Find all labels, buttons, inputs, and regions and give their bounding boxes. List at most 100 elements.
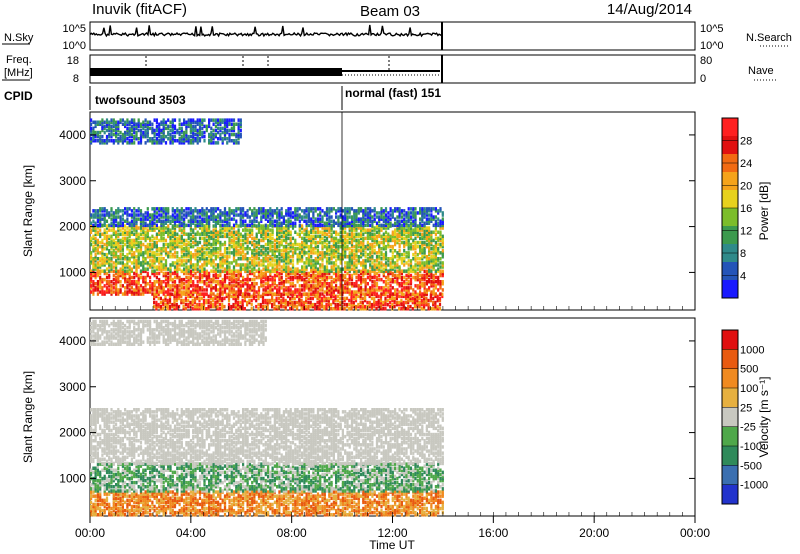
data-cell xyxy=(278,267,281,271)
data-cell xyxy=(173,226,177,230)
data-cell xyxy=(298,302,301,307)
data-cell xyxy=(235,232,238,236)
data-cell xyxy=(253,207,256,211)
data-cell xyxy=(323,234,326,239)
data-cell xyxy=(298,219,301,223)
data-cell xyxy=(373,296,376,301)
data-cell xyxy=(255,232,258,236)
data-cell xyxy=(208,236,211,241)
data-cell xyxy=(228,251,231,255)
data-cell xyxy=(212,215,215,219)
data-cell xyxy=(276,273,279,278)
data-cell xyxy=(389,221,392,225)
data-cell xyxy=(110,252,113,257)
data-cell xyxy=(115,259,118,263)
data-cell xyxy=(394,290,397,294)
data-cell xyxy=(353,236,356,241)
data-cell xyxy=(194,288,197,292)
data-cell xyxy=(178,219,181,223)
data-cell xyxy=(355,219,358,223)
data-cell xyxy=(173,300,176,305)
data-cell xyxy=(94,221,97,225)
data-cell xyxy=(360,240,363,245)
data-cell xyxy=(289,247,292,251)
data-cell xyxy=(264,209,267,213)
data-cell xyxy=(396,275,399,280)
data-cell xyxy=(192,228,195,232)
data-cell xyxy=(219,244,222,249)
data-cell xyxy=(210,213,213,217)
data-cell xyxy=(219,261,222,265)
data-cell xyxy=(314,275,317,280)
data-cell xyxy=(216,304,219,309)
data-cell xyxy=(394,292,397,296)
beam-title: Beam 03 xyxy=(360,3,420,20)
data-cell xyxy=(439,280,442,284)
data-cell xyxy=(441,265,444,269)
data-cell xyxy=(289,230,292,234)
data-cell xyxy=(320,300,324,305)
data-cell xyxy=(260,282,263,286)
data-cell xyxy=(264,213,267,217)
data-cell xyxy=(398,265,401,269)
data-cell xyxy=(160,207,163,211)
data-cell xyxy=(357,219,360,223)
data-cell xyxy=(205,261,208,265)
data-cell xyxy=(382,307,385,311)
data-cell xyxy=(278,236,281,241)
data-cell xyxy=(298,284,301,288)
data-cell xyxy=(173,242,177,247)
data-cell xyxy=(420,300,423,305)
data-cell xyxy=(289,240,292,245)
data-cell xyxy=(264,286,267,290)
data-cell xyxy=(325,244,329,249)
data-cell xyxy=(291,242,295,247)
data-cell xyxy=(369,234,372,239)
data-cell xyxy=(280,234,283,239)
data-cell xyxy=(205,282,208,286)
data-cell xyxy=(280,221,283,225)
data-cell xyxy=(115,269,118,273)
data-cell xyxy=(103,209,106,213)
data-cell xyxy=(294,215,297,219)
data-cell xyxy=(115,232,118,236)
data-cell xyxy=(384,288,388,292)
data-cell xyxy=(403,259,406,263)
data-cell xyxy=(187,219,190,223)
data-cell xyxy=(337,288,340,292)
data-cell xyxy=(428,226,431,230)
data-cell xyxy=(171,304,174,309)
data-cell xyxy=(169,251,172,255)
data-cell xyxy=(355,255,358,259)
data-cell xyxy=(248,271,251,276)
data-cell xyxy=(371,280,374,284)
data-cell xyxy=(228,242,231,247)
data-cell xyxy=(187,259,190,263)
data-cell xyxy=(362,215,365,219)
data-cell xyxy=(323,307,326,311)
data-cell xyxy=(389,300,392,305)
data-cell xyxy=(421,292,424,296)
data-cell xyxy=(208,259,211,263)
data-cell xyxy=(335,263,338,267)
data-cell xyxy=(420,294,423,299)
data-cell xyxy=(339,230,342,234)
data-cell xyxy=(285,269,288,273)
data-cell xyxy=(221,219,224,223)
data-cell xyxy=(205,228,208,232)
data-cell xyxy=(307,271,310,276)
data-cell xyxy=(189,226,192,230)
data-cell xyxy=(251,213,254,217)
data-cell xyxy=(276,219,279,223)
data-cell xyxy=(364,247,367,251)
data-cell xyxy=(99,219,102,223)
data-cell xyxy=(230,234,233,239)
data-cell xyxy=(149,236,152,241)
data-cell xyxy=(423,252,426,257)
data-cell xyxy=(323,294,326,299)
data-cell xyxy=(144,211,147,215)
data-cell xyxy=(135,292,138,296)
data-cell xyxy=(228,223,231,228)
data-cell xyxy=(332,244,335,249)
data-cell xyxy=(316,223,320,228)
